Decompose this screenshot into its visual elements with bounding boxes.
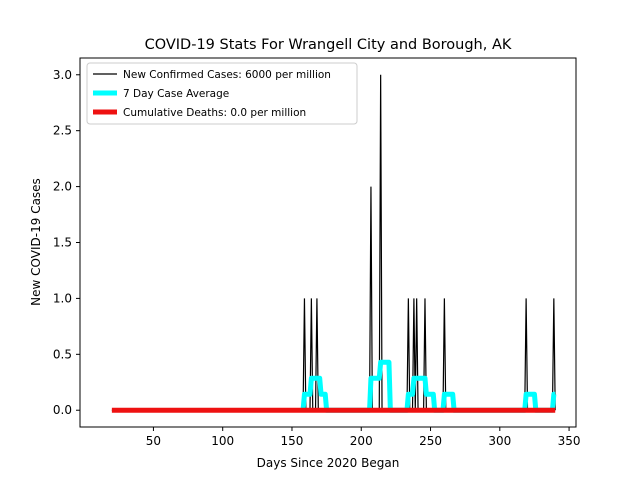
y-tick-label: 0.5 xyxy=(53,347,72,361)
y-tick-label: 2.5 xyxy=(53,124,72,138)
y-tick-label: 1.0 xyxy=(53,291,72,305)
series-line-7day-average xyxy=(300,359,557,413)
y-axis-label: New COVID-19 Cases xyxy=(29,178,43,306)
legend: New Confirmed Cases: 6000 per million 7 … xyxy=(86,62,358,125)
legend-label-new-cases: New Confirmed Cases: 6000 per million xyxy=(123,69,331,81)
y-tick-label: 0.0 xyxy=(53,403,72,417)
x-tick-label: 200 xyxy=(350,434,373,448)
x-axis-label: Days Since 2020 Began xyxy=(257,456,400,470)
x-axis: 50 100 150 200 250 300 350 xyxy=(146,427,581,448)
chart-title: COVID-19 Stats For Wrangell City and Bor… xyxy=(145,37,512,53)
series-layer xyxy=(111,74,557,413)
y-tick-label: 1.5 xyxy=(53,236,72,250)
x-tick-label: 250 xyxy=(419,434,442,448)
y-tick-label: 2.0 xyxy=(53,180,72,194)
x-tick-label: 50 xyxy=(146,434,161,448)
legend-label-7day-average: 7 Day Case Average xyxy=(123,88,229,100)
legend-label-cumulative-deaths: Cumulative Deaths: 0.0 per million xyxy=(123,107,306,119)
y-axis: 0.0 0.5 1.0 1.5 2.0 2.5 3.0 xyxy=(53,68,80,417)
x-tick-label: 100 xyxy=(211,434,234,448)
x-tick-label: 350 xyxy=(558,434,581,448)
x-tick-label: 150 xyxy=(281,434,304,448)
x-tick-label: 300 xyxy=(488,434,511,448)
y-tick-label: 3.0 xyxy=(53,68,72,82)
legend-box xyxy=(86,62,358,125)
